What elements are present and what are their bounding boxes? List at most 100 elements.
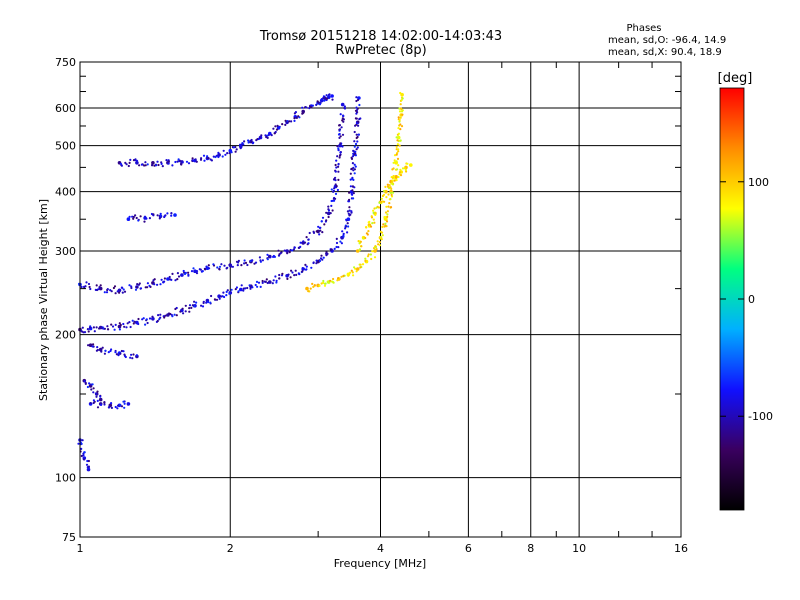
trace-marker xyxy=(160,278,163,281)
trace-marker xyxy=(135,286,138,289)
trace-marker xyxy=(343,107,347,110)
trace-marker xyxy=(121,286,124,289)
trace-marker xyxy=(187,162,191,165)
trace-marker xyxy=(346,231,349,234)
trace-marker xyxy=(399,91,402,95)
trace-marker xyxy=(310,266,313,269)
trace-marker xyxy=(207,157,210,160)
trace-marker xyxy=(133,320,136,323)
trace-marker xyxy=(136,283,139,286)
trace-marker xyxy=(274,130,277,134)
trace-marker xyxy=(302,240,305,243)
trace-marker xyxy=(398,107,401,110)
trace-marker xyxy=(247,139,250,142)
trace-marker xyxy=(87,459,90,463)
trace-marker xyxy=(395,179,398,182)
trace-marker xyxy=(137,322,140,326)
trace-marker xyxy=(134,288,138,291)
trace-marker xyxy=(144,323,147,326)
trace-marker xyxy=(265,278,268,281)
trace-marker xyxy=(159,313,162,316)
trace-marker xyxy=(312,285,315,288)
data-point xyxy=(409,163,413,167)
trace-marker xyxy=(371,222,374,225)
trace-marker xyxy=(339,135,342,138)
trace-marker xyxy=(106,325,109,328)
trace-marker xyxy=(338,136,341,139)
trace-marker xyxy=(328,96,331,99)
trace-marker xyxy=(292,248,295,251)
trace-marker xyxy=(247,141,250,144)
trace-marker xyxy=(84,381,87,384)
trace-marker xyxy=(107,328,110,331)
trace-marker xyxy=(349,271,352,274)
trace-marker xyxy=(134,214,137,217)
trace-marker xyxy=(341,230,344,233)
trace-marker xyxy=(337,133,341,136)
trace-marker xyxy=(358,249,361,252)
trace-marker xyxy=(163,277,166,280)
trace-marker xyxy=(353,186,356,189)
trace-marker xyxy=(176,160,179,163)
trace-marker xyxy=(385,220,389,223)
trace-marker xyxy=(92,401,95,405)
trace-marker xyxy=(320,254,323,257)
trace-marker xyxy=(354,154,357,157)
trace-marker xyxy=(364,257,367,260)
trace-marker xyxy=(311,104,314,107)
trace-marker xyxy=(120,405,124,408)
trace-marker xyxy=(340,275,343,278)
trace-marker xyxy=(153,278,156,281)
trace-marker xyxy=(322,256,325,259)
trace-marker xyxy=(229,265,233,268)
trace-marker xyxy=(110,348,113,351)
trace-marker xyxy=(390,182,393,185)
trace-marker xyxy=(131,319,134,322)
trace-marker xyxy=(317,225,320,228)
chart-title: Tromsø 20151218 14:02:00-14:03:43 xyxy=(259,29,502,44)
trace-marker xyxy=(113,285,117,288)
trace-marker xyxy=(327,205,330,208)
trace-marker xyxy=(400,110,404,113)
trace-marker xyxy=(364,259,367,262)
trace-marker xyxy=(348,198,351,201)
trace-marker xyxy=(209,158,212,161)
y-tick-labels: 75 100 200 300 400 500 600 750 xyxy=(55,56,76,544)
trace-marker xyxy=(397,116,400,119)
trace-marker xyxy=(123,325,126,328)
trace-marker xyxy=(357,124,360,127)
trace-marker xyxy=(258,256,261,259)
trace-marker xyxy=(346,274,349,277)
trace-marker xyxy=(312,261,315,265)
trace-marker xyxy=(87,465,90,468)
trace-marker xyxy=(212,263,215,266)
trace-marker xyxy=(244,287,247,290)
trace-marker xyxy=(237,259,240,262)
trace-marker xyxy=(325,219,328,222)
trace-marker xyxy=(96,406,100,409)
trace-marker xyxy=(157,314,160,317)
trace-marker xyxy=(199,158,203,161)
trace-marker xyxy=(397,164,400,167)
trace-marker xyxy=(80,447,83,450)
trace-marker xyxy=(318,284,321,287)
trace-marker xyxy=(351,162,354,165)
trace-marker xyxy=(349,185,352,188)
x-tick-label: 8 xyxy=(527,542,534,555)
trace-marker xyxy=(218,267,221,271)
trace-marker xyxy=(399,116,402,119)
trace-marker xyxy=(288,120,291,123)
trace-marker xyxy=(258,136,262,139)
trace-marker xyxy=(202,154,206,157)
trace-marker xyxy=(128,284,131,287)
trace-marker xyxy=(351,155,355,158)
trace-marker xyxy=(353,140,356,143)
trace-marker xyxy=(288,251,291,254)
trace-marker xyxy=(153,283,156,286)
trace-marker xyxy=(338,154,342,157)
trace-marker xyxy=(171,164,174,167)
trace-marker xyxy=(123,290,127,293)
trace-marker xyxy=(317,101,320,104)
trace-marker xyxy=(344,224,347,227)
trace-marker xyxy=(124,355,127,359)
